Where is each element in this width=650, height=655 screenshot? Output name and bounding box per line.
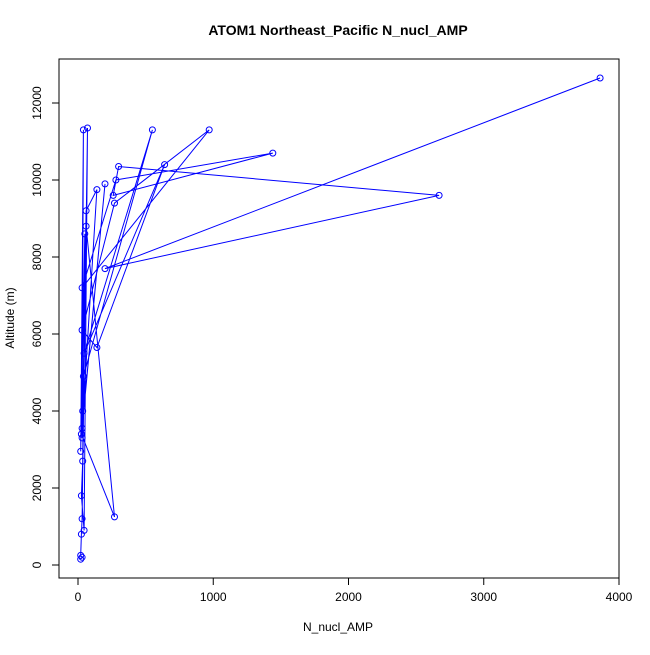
data-point-29	[205, 126, 213, 134]
data-point-1	[77, 555, 85, 563]
data-point-19	[93, 186, 101, 194]
data-point-9	[79, 457, 87, 465]
points-layer	[77, 74, 604, 563]
chart-title: ATOM1 Northeast_Pacific N_nucl_AMP	[208, 22, 467, 38]
data-point-33	[109, 191, 117, 199]
y-tick-label-1: 0	[30, 561, 44, 568]
y-axis-label: Altitude (m)	[3, 287, 17, 348]
data-point-18	[78, 424, 86, 432]
data-point-11	[77, 447, 85, 455]
x-axis: 0 1000 2000 3000 4000	[75, 577, 633, 604]
data-point-3	[77, 551, 85, 559]
data-point-32	[269, 149, 277, 157]
x-axis-label: N_nucl_AMP	[303, 620, 373, 634]
data-point-12	[79, 126, 87, 134]
data-point-23	[148, 126, 156, 134]
series-line-1	[80, 77, 601, 560]
series-layer	[80, 77, 601, 560]
data-point-5	[78, 515, 86, 523]
data-point-36	[101, 265, 109, 273]
data-point-26	[93, 344, 101, 351]
data-point-31	[112, 176, 120, 184]
x-tick-label-2: 1000	[200, 590, 227, 604]
data-point-10	[81, 230, 89, 238]
data-point-37	[596, 74, 604, 82]
data-point-30	[78, 284, 86, 292]
data-point-22	[79, 372, 87, 380]
data-point-27	[78, 326, 86, 334]
y-tick-label-3: 4000	[30, 397, 44, 424]
data-point-21	[79, 407, 87, 415]
y-tick-label-5: 8000	[30, 243, 44, 270]
x-tick-label-1: 0	[75, 590, 82, 604]
data-point-15	[111, 513, 118, 521]
data-point-17	[101, 180, 109, 188]
y-tick-label-6: 10000	[30, 163, 44, 197]
data-point-6	[84, 124, 91, 132]
x-tick-label-5: 4000	[606, 590, 633, 604]
data-point-20	[82, 207, 90, 215]
data-point-7	[80, 526, 88, 534]
data-point-24	[80, 349, 88, 357]
y-tick-label-2: 2000	[30, 474, 44, 501]
data-point-2	[78, 553, 86, 561]
data-point-8	[77, 492, 85, 500]
y-tick-label-4: 6000	[30, 320, 44, 347]
data-point-25	[161, 161, 169, 169]
data-point-34	[115, 163, 123, 170]
data-point-28	[111, 199, 118, 207]
data-point-14	[82, 222, 90, 230]
y-axis: 0 2000 4000 6000 8000 10000 12000	[30, 86, 60, 568]
data-point-13	[78, 434, 86, 442]
data-point-35	[435, 191, 443, 199]
x-tick-label-4: 3000	[470, 590, 497, 604]
x-tick-label-3: 2000	[335, 590, 362, 604]
y-tick-label-7: 12000	[30, 86, 44, 120]
